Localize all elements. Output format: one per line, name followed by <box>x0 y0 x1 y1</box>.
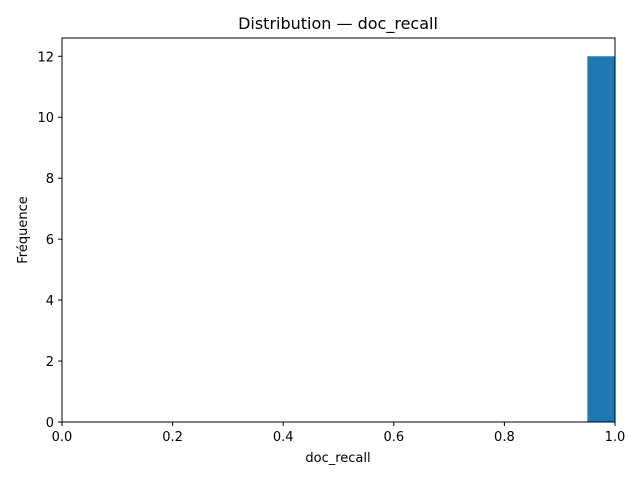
plot-frame <box>61 37 616 423</box>
x-axis-label: doc_recall <box>305 451 370 466</box>
y-tick-label: 4 <box>46 294 54 309</box>
y-tick-label: 2 <box>46 355 54 370</box>
x-tick-label: 0.4 <box>273 430 294 445</box>
histogram-bar <box>587 56 615 423</box>
x-tick-label: 1.0 <box>605 430 626 445</box>
y-axis-ticks: 0 2 4 6 8 10 12 <box>37 50 62 431</box>
x-tick-label: 0.8 <box>494 430 515 445</box>
x-tick-label: 0.6 <box>383 430 404 445</box>
chart-title: Distribution — doc_recall <box>238 14 438 34</box>
y-tick-label: 10 <box>37 111 54 126</box>
bars <box>587 56 615 423</box>
y-tick-label: 12 <box>37 50 54 65</box>
y-tick-label: 6 <box>46 233 54 248</box>
x-tick-label: 0.2 <box>162 430 183 445</box>
y-axis-label: Fréquence <box>16 196 31 263</box>
y-tick-label: 8 <box>46 172 54 187</box>
x-tick-label: 0.0 <box>52 430 73 445</box>
y-tick-label: 0 <box>46 416 54 431</box>
x-axis-ticks: 0.0 0.2 0.4 0.6 0.8 1.0 <box>52 422 626 445</box>
